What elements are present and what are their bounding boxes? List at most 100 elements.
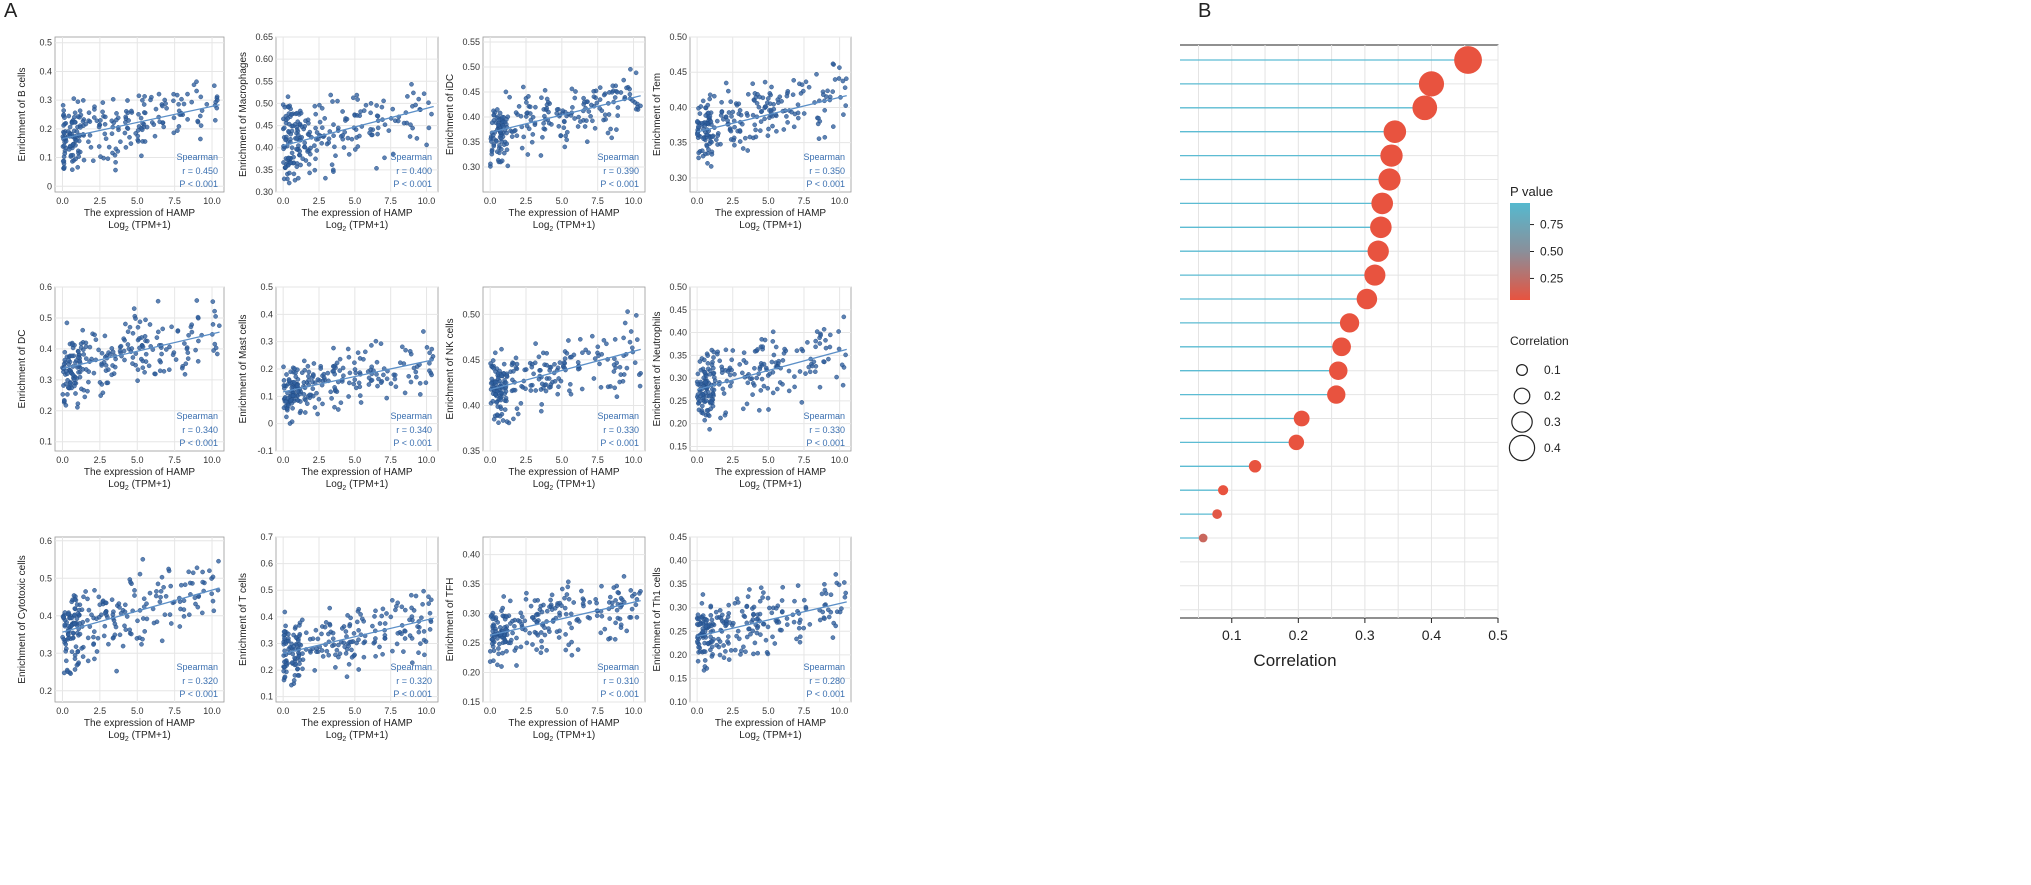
- scatter-point: [568, 611, 574, 617]
- scatter-point: [744, 604, 750, 610]
- scatter-point: [183, 361, 189, 367]
- scatter-point: [801, 88, 806, 94]
- scatter-point: [369, 343, 374, 348]
- scatter-point: [143, 317, 148, 323]
- scatter-point: [565, 584, 571, 590]
- scatter-point: [186, 612, 192, 618]
- scatter-point: [731, 137, 736, 143]
- scatter-point: [759, 109, 765, 114]
- scatter-point: [381, 98, 386, 104]
- y-tick-label: 0.2: [39, 686, 52, 696]
- scatter-point: [429, 372, 434, 378]
- y-axis-label: Enrichment of NK cells: [445, 318, 456, 419]
- scatter-point: [717, 639, 723, 644]
- x-tick-label: 5.0: [349, 706, 362, 716]
- scatter-point: [102, 131, 108, 137]
- scatter-point: [763, 365, 769, 371]
- scatter-point: [78, 341, 84, 347]
- scatter-point: [708, 119, 714, 124]
- scatter-point: [771, 352, 777, 358]
- scatter-point: [753, 127, 758, 133]
- scatter-point: [312, 167, 318, 173]
- scatter-point: [728, 128, 734, 134]
- scatter-point: [78, 345, 84, 350]
- scatter-point: [695, 381, 701, 387]
- scatter-point: [326, 652, 332, 658]
- scatter-point: [72, 120, 78, 125]
- scatter-point: [794, 636, 799, 642]
- scatter-point: [747, 587, 752, 592]
- scatter-point: [614, 127, 619, 132]
- x-tick-label: 2.5: [520, 455, 533, 465]
- scatter-point: [312, 103, 318, 109]
- scatter-point: [72, 612, 77, 618]
- scatter-point: [597, 97, 603, 102]
- scatter-point: [797, 639, 803, 645]
- scatter-point: [286, 104, 291, 110]
- scatter-point: [766, 96, 771, 101]
- scatter-point: [625, 309, 630, 314]
- scatter-point: [565, 129, 570, 135]
- dot-eosinophils: [1198, 533, 1208, 543]
- scatter-point: [634, 615, 640, 620]
- scatter-point: [402, 390, 408, 396]
- scatter-point: [176, 102, 181, 107]
- scatter-point: [576, 114, 581, 120]
- scatter-point: [489, 120, 495, 126]
- stat-name: Spearman: [390, 411, 432, 421]
- scatter-point: [831, 124, 836, 129]
- scatter-point: [292, 366, 297, 371]
- scatter-point: [81, 98, 86, 103]
- scatter-point: [64, 658, 69, 664]
- dot-idc: [1412, 95, 1438, 121]
- scatter-point: [504, 141, 510, 147]
- scatter-point: [538, 630, 544, 635]
- scatter-point: [113, 624, 119, 630]
- scatter-point: [779, 627, 784, 633]
- scatter-point: [524, 590, 529, 596]
- scatter-point: [499, 346, 504, 352]
- scatter-point: [72, 621, 77, 627]
- scatter-point: [549, 122, 554, 127]
- scatter-point: [617, 379, 623, 385]
- scatter-point: [103, 368, 109, 373]
- scatter-point: [821, 359, 826, 364]
- scatter-point: [423, 380, 429, 386]
- scatter-point: [415, 624, 420, 629]
- scatter-point: [421, 329, 426, 334]
- scatter-point: [753, 94, 759, 100]
- scatter-point: [124, 109, 129, 114]
- scatter-point: [587, 615, 593, 621]
- scatter-point: [696, 150, 702, 156]
- scatter-point: [627, 92, 633, 97]
- scatter-point: [524, 100, 529, 105]
- scatter-point: [96, 594, 102, 600]
- scatter-point: [637, 372, 642, 378]
- scatter-point: [60, 158, 66, 164]
- stat-name: Spearman: [176, 152, 218, 162]
- scatter-point: [300, 666, 305, 672]
- scatter-point: [110, 635, 116, 641]
- scatter-point: [760, 344, 766, 350]
- scatter-point: [414, 136, 420, 141]
- scatter-point: [382, 155, 387, 161]
- scatter-point: [294, 110, 300, 116]
- scatter-point: [197, 113, 203, 119]
- scatter-point: [301, 358, 307, 364]
- dot-tfh: [1356, 288, 1378, 310]
- scatter-point: [355, 97, 360, 102]
- x-axis-unit: Log2 (TPM+1): [533, 479, 596, 492]
- y-tick-label: 0.4: [39, 344, 52, 354]
- scatter-point: [708, 634, 713, 640]
- scatter-point: [562, 605, 568, 611]
- scatter-point: [89, 612, 94, 618]
- scatter-point: [69, 649, 75, 655]
- scatter-point: [125, 342, 131, 347]
- scatter-point: [497, 641, 502, 647]
- scatter-point: [196, 338, 201, 344]
- x-tick-label: 5.0: [131, 455, 144, 465]
- scatter-point: [563, 611, 569, 617]
- scatter-point: [72, 667, 78, 672]
- scatter-point: [337, 356, 343, 362]
- scatter-point: [347, 370, 353, 376]
